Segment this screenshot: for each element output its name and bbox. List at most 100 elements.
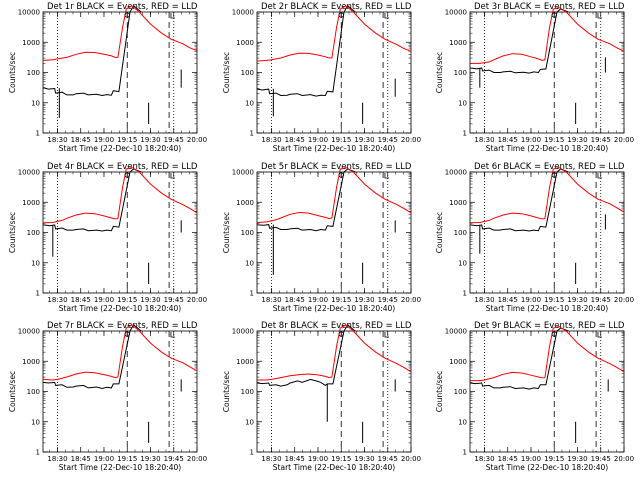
x-tick-label: 19:15 [331, 296, 351, 304]
x-tick-label: 18:30 [261, 136, 281, 144]
saturation-marker [384, 13, 389, 19]
x-tick-label: 18:45 [498, 296, 518, 304]
saturation-marker [124, 12, 130, 18]
y-axis-label: Counts/sec [8, 371, 17, 412]
x-tick-label: 19:30 [140, 296, 160, 304]
x-tick-label: 19:00 [521, 136, 541, 144]
saturation-marker [597, 13, 602, 19]
saturation-marker [124, 172, 130, 178]
saturation-marker [551, 331, 557, 337]
panel-title: Det 6r BLACK = Events, RED = LLD [474, 162, 625, 172]
panel-det-4: Det 4r BLACK = Events, RED = LLD 1 10 100 10… [8, 162, 207, 313]
y-tick-label: 10000 [232, 328, 254, 336]
x-axis-label: Start Time (22-Dec-10 18:20:40) [273, 304, 395, 313]
x-axis-label: Start Time (22-Dec-10 18:20:40) [59, 144, 181, 153]
saturation-marker [170, 173, 175, 179]
y-tick-label: 10000 [18, 328, 40, 336]
panel-det-3: Det 3r BLACK = Events, RED = LLD 1 10 100 10… [435, 2, 634, 153]
y-tick-label: 10000 [232, 169, 254, 177]
x-tick-label: 18:45 [285, 455, 305, 463]
panel-det-6: Det 6r BLACK = Events, RED = LLD 1 10 100 10… [435, 162, 634, 313]
saturation-marker [384, 332, 389, 338]
y-tick-label: 1 [250, 449, 254, 457]
x-tick-label: 19:30 [140, 455, 160, 463]
x-tick-label: 18:45 [285, 296, 305, 304]
x-tick-label: 20:00 [401, 296, 421, 304]
y-tick-label: 10 [458, 259, 467, 267]
y-axis-label: Counts/sec [8, 52, 17, 93]
events-series [257, 168, 356, 232]
x-tick-label: 18:45 [71, 455, 91, 463]
lld-series [257, 5, 412, 62]
x-tick-label: 19:00 [94, 136, 114, 144]
x-tick-label: 19:15 [331, 136, 351, 144]
saturation-marker [597, 332, 602, 338]
lld-series [257, 166, 412, 223]
x-tick-label: 20:00 [187, 136, 207, 144]
y-tick-label: 1 [36, 290, 40, 298]
saturation-marker [124, 331, 130, 337]
panel-det-9: Det 9r BLACK = Events, RED = LLD 1 10 100 10… [435, 321, 634, 472]
x-tick-label: 18:30 [261, 296, 281, 304]
x-tick-label: 19:00 [521, 455, 541, 463]
lld-series [43, 324, 198, 381]
y-tick-label: 100 [27, 229, 40, 237]
x-axis-label: Start Time (22-Dec-10 18:20:40) [273, 463, 395, 472]
y-tick-label: 10 [31, 99, 40, 107]
y-tick-label: 1 [36, 130, 40, 138]
x-tick-label: 18:45 [71, 296, 91, 304]
x-tick-label: 18:45 [285, 136, 305, 144]
y-tick-label: 10 [31, 259, 40, 267]
y-axis-label: Counts/sec [435, 52, 444, 93]
events-series [257, 5, 356, 97]
x-tick-label: 19:30 [354, 136, 374, 144]
y-tick-label: 10000 [18, 169, 40, 177]
x-tick-label: 20:00 [187, 296, 207, 304]
lld-series [470, 325, 625, 382]
x-axis-label: Start Time (22-Dec-10 18:20:40) [273, 144, 395, 153]
x-tick-label: 18:30 [474, 455, 494, 463]
y-axis-label: Counts/sec [435, 212, 444, 253]
x-tick-label: 19:45 [591, 136, 611, 144]
x-tick-label: 20:00 [614, 296, 634, 304]
y-tick-label: 1000 [22, 39, 40, 47]
events-series [43, 5, 142, 97]
y-tick-label: 1000 [236, 199, 254, 207]
x-tick-label: 19:30 [354, 455, 374, 463]
panel-det-8: Det 8r BLACK = Events, RED = LLD 1 10 100 10… [222, 321, 421, 472]
y-axis-label: Counts/sec [8, 212, 17, 253]
y-tick-label: 10000 [18, 9, 40, 17]
x-tick-label: 19:45 [591, 455, 611, 463]
saturation-marker [338, 331, 344, 337]
y-tick-label: 1 [463, 290, 467, 298]
x-tick-label: 19:30 [567, 455, 587, 463]
x-tick-label: 19:00 [94, 455, 114, 463]
panel-title: Det 1r BLACK = Events, RED = LLD [47, 2, 198, 12]
x-tick-label: 18:30 [474, 296, 494, 304]
lld-series [43, 166, 198, 224]
x-tick-label: 19:15 [544, 296, 564, 304]
y-tick-label: 100 [454, 229, 467, 237]
x-tick-label: 19:45 [378, 136, 398, 144]
panel-title: Det 3r BLACK = Events, RED = LLD [474, 2, 625, 12]
saturation-marker [597, 173, 602, 179]
x-tick-label: 18:30 [47, 296, 67, 304]
saturation-marker [170, 13, 175, 19]
saturation-marker [170, 332, 175, 338]
x-tick-label: 20:00 [401, 455, 421, 463]
y-tick-label: 100 [454, 388, 467, 396]
saturation-marker [338, 172, 344, 178]
x-tick-label: 19:15 [544, 136, 564, 144]
y-tick-label: 100 [241, 69, 254, 77]
y-tick-label: 10 [245, 99, 254, 107]
y-tick-label: 1000 [22, 358, 40, 366]
saturation-marker [338, 12, 344, 18]
y-tick-label: 100 [454, 69, 467, 77]
panel-det-7: Det 7r BLACK = Events, RED = LLD 1 10 100 10… [8, 321, 207, 472]
x-tick-label: 19:15 [117, 296, 137, 304]
x-tick-label: 18:45 [71, 136, 91, 144]
y-tick-label: 1 [463, 449, 467, 457]
x-tick-label: 19:15 [117, 136, 137, 144]
panel-det-5: Det 5r BLACK = Events, RED = LLD 1 10 100 10… [222, 162, 421, 313]
